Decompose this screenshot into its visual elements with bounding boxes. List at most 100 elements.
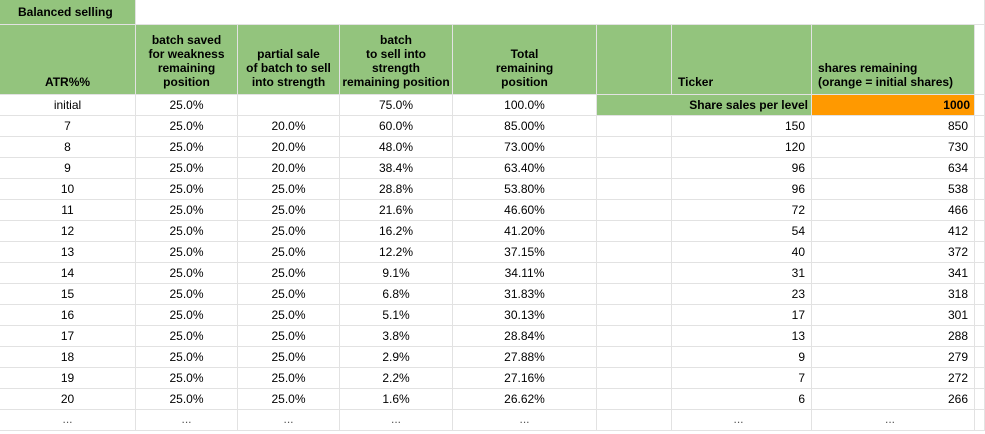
cell-batch[interactable]: 5.1% — [340, 305, 453, 326]
cell-batch[interactable]: 28.8% — [340, 179, 453, 200]
header-total[interactable]: Total remaining position — [453, 25, 597, 95]
header-batch[interactable]: batch to sell into strength remaining po… — [340, 25, 453, 95]
cell-atr[interactable]: 13 — [0, 242, 136, 263]
cell-atr[interactable]: 16 — [0, 305, 136, 326]
empty-cell[interactable] — [975, 116, 985, 137]
cell-share-sales[interactable]: 31 — [672, 263, 812, 284]
cell-total[interactable]: 41.20% — [453, 221, 597, 242]
empty-cell[interactable] — [975, 137, 985, 158]
cell-shares-remaining[interactable]: 538 — [812, 179, 975, 200]
cell-saved[interactable]: 25.0% — [136, 95, 238, 116]
cell-batch[interactable]: 2.2% — [340, 368, 453, 389]
cell-shares-remaining[interactable]: 634 — [812, 158, 975, 179]
cell-total[interactable]: 30.13% — [453, 305, 597, 326]
cell-saved[interactable]: 25.0% — [136, 200, 238, 221]
cell-saved[interactable]: 25.0% — [136, 389, 238, 410]
cell-partial[interactable]: 20.0% — [238, 137, 340, 158]
cell-total[interactable]: 53.80% — [453, 179, 597, 200]
empty-cell[interactable] — [597, 242, 672, 263]
cell-saved[interactable]: ... — [136, 410, 238, 431]
cell-saved[interactable]: 25.0% — [136, 305, 238, 326]
empty-cell[interactable] — [597, 263, 672, 284]
empty-cell[interactable] — [975, 326, 985, 347]
cell-share-sales[interactable]: 9 — [672, 347, 812, 368]
empty-cell[interactable] — [975, 368, 985, 389]
header-blank[interactable] — [597, 25, 672, 95]
cell-batch[interactable]: 9.1% — [340, 263, 453, 284]
cell-atr[interactable]: 18 — [0, 347, 136, 368]
empty-cell[interactable] — [975, 221, 985, 242]
cell-shares-remaining[interactable]: 372 — [812, 242, 975, 263]
cell-total[interactable]: 27.88% — [453, 347, 597, 368]
empty-cell[interactable] — [597, 221, 672, 242]
cell-partial[interactable]: 25.0% — [238, 368, 340, 389]
empty-cell[interactable] — [136, 0, 985, 25]
cell-batch[interactable]: 2.9% — [340, 347, 453, 368]
cell-batch[interactable]: 6.8% — [340, 284, 453, 305]
cell-shares-remaining[interactable]: ... — [812, 410, 975, 431]
empty-cell[interactable] — [975, 95, 985, 116]
cell-total[interactable]: 37.15% — [453, 242, 597, 263]
cell-partial[interactable]: 25.0% — [238, 221, 340, 242]
cell-atr[interactable]: 12 — [0, 221, 136, 242]
cell-share-sales[interactable]: 150 — [672, 116, 812, 137]
cell-share-sales[interactable]: 40 — [672, 242, 812, 263]
empty-cell[interactable] — [975, 158, 985, 179]
empty-cell[interactable] — [975, 200, 985, 221]
cell-share-sales[interactable]: ... — [672, 410, 812, 431]
cell-total[interactable]: 63.40% — [453, 158, 597, 179]
cell-atr[interactable]: initial — [0, 95, 136, 116]
cell-partial[interactable]: 20.0% — [238, 158, 340, 179]
cell-total[interactable]: 100.0% — [453, 95, 597, 116]
cell-atr[interactable]: 10 — [0, 179, 136, 200]
cell-saved[interactable]: 25.0% — [136, 158, 238, 179]
cell-shares-remaining[interactable]: 301 — [812, 305, 975, 326]
header-ticker[interactable]: Ticker — [672, 25, 812, 95]
empty-cell[interactable] — [597, 137, 672, 158]
cell-saved[interactable]: 25.0% — [136, 221, 238, 242]
cell-total[interactable]: 26.62% — [453, 389, 597, 410]
empty-cell[interactable] — [975, 389, 985, 410]
cell-total[interactable]: 28.84% — [453, 326, 597, 347]
cell-atr[interactable]: 14 — [0, 263, 136, 284]
cell-share-sales[interactable]: 13 — [672, 326, 812, 347]
cell-batch[interactable]: 1.6% — [340, 389, 453, 410]
empty-cell[interactable] — [597, 305, 672, 326]
cell-total[interactable]: 31.83% — [453, 284, 597, 305]
empty-cell[interactable] — [597, 389, 672, 410]
sheet-title[interactable]: Balanced selling — [0, 0, 136, 25]
empty-cell[interactable] — [975, 305, 985, 326]
empty-cell[interactable] — [597, 158, 672, 179]
cell-total[interactable]: 34.11% — [453, 263, 597, 284]
cell-shares-remaining[interactable]: 266 — [812, 389, 975, 410]
empty-cell[interactable] — [597, 116, 672, 137]
empty-cell[interactable] — [975, 179, 985, 200]
cell-saved[interactable]: 25.0% — [136, 137, 238, 158]
cell-partial[interactable]: 25.0% — [238, 389, 340, 410]
cell-total[interactable]: 73.00% — [453, 137, 597, 158]
cell-saved[interactable]: 25.0% — [136, 284, 238, 305]
cell-total[interactable]: 27.16% — [453, 368, 597, 389]
cell-batch[interactable]: 48.0% — [340, 137, 453, 158]
cell-atr[interactable]: 11 — [0, 200, 136, 221]
cell-share-sales[interactable]: 7 — [672, 368, 812, 389]
cell-share-sales[interactable]: 6 — [672, 389, 812, 410]
cell-atr[interactable]: ... — [0, 410, 136, 431]
header-shares[interactable]: shares remaining (orange = initial share… — [812, 25, 975, 95]
cell-atr[interactable]: 8 — [0, 137, 136, 158]
cell-share-sales[interactable]: 72 — [672, 200, 812, 221]
cell-saved[interactable]: 25.0% — [136, 326, 238, 347]
cell-atr[interactable]: 9 — [0, 158, 136, 179]
cell-shares-remaining[interactable]: 279 — [812, 347, 975, 368]
empty-cell[interactable] — [975, 242, 985, 263]
cell-batch[interactable]: 16.2% — [340, 221, 453, 242]
cell-partial[interactable] — [238, 95, 340, 116]
cell-partial[interactable]: 25.0% — [238, 200, 340, 221]
cell-share-sales[interactable]: 96 — [672, 158, 812, 179]
cell-atr[interactable]: 15 — [0, 284, 136, 305]
cell-atr[interactable]: 7 — [0, 116, 136, 137]
cell-shares-remaining[interactable]: 850 — [812, 116, 975, 137]
empty-cell[interactable] — [597, 179, 672, 200]
cell-partial[interactable]: 25.0% — [238, 179, 340, 200]
cell-batch[interactable]: 12.2% — [340, 242, 453, 263]
